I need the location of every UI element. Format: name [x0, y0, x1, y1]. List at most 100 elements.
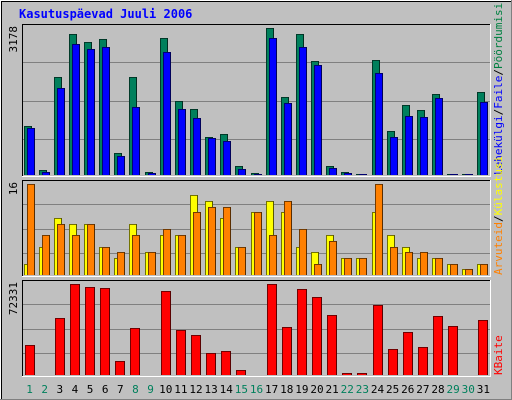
- bar: [375, 184, 383, 275]
- bar-body: [42, 172, 50, 175]
- bar-body: [191, 335, 201, 375]
- bar: [342, 373, 352, 375]
- bar-body: [329, 168, 337, 175]
- series-Faile: [27, 38, 488, 175]
- bar: [100, 288, 110, 375]
- x-tick-label-5: 5: [87, 383, 94, 396]
- bar-body: [465, 269, 473, 275]
- bar-body: [238, 169, 246, 175]
- bar-body: [117, 252, 125, 275]
- x-tick-label-16: 16: [250, 383, 263, 396]
- bar: [115, 361, 125, 375]
- bar: [85, 287, 95, 375]
- bar-body: [284, 201, 292, 275]
- x-axis-labels: 1 2 3 4 5 6 7 8 9 10 11 12 13 14 15 16 17 18 19 20 21 22 23 24 2…: [26, 383, 490, 396]
- bar: [329, 168, 337, 175]
- bar: [299, 229, 307, 275]
- bar: [448, 326, 458, 375]
- bar-body: [85, 287, 95, 375]
- legend-kbytes: KBaite: [492, 335, 505, 375]
- bar-body: [223, 141, 231, 175]
- x-tick-label-10: 10: [159, 383, 172, 396]
- bar-body: [433, 316, 443, 375]
- bar-body: [161, 291, 171, 375]
- bar: [72, 44, 80, 175]
- bar-body: [102, 47, 110, 175]
- bar-body: [359, 258, 367, 275]
- bar-body: [314, 65, 322, 175]
- x-tick-label-9: 9: [147, 383, 154, 396]
- bar: [238, 247, 246, 275]
- bar-body: [299, 229, 307, 275]
- bar-body: [269, 38, 277, 175]
- chart-panels: [22, 24, 491, 377]
- bar: [87, 49, 95, 175]
- x-tick-label-30: 30: [462, 383, 475, 396]
- x-tick-label-23: 23: [356, 383, 369, 396]
- bar: [282, 327, 292, 375]
- bar: [223, 207, 231, 275]
- bar-body: [115, 361, 125, 375]
- x-tick-label-21: 21: [326, 383, 339, 396]
- bar: [388, 349, 398, 375]
- bar: [480, 102, 488, 175]
- bar: [27, 128, 35, 175]
- bar-body: [72, 235, 80, 275]
- bar-body: [102, 247, 110, 275]
- bar-body: [480, 264, 488, 275]
- bar: [435, 258, 443, 275]
- bar: [435, 98, 443, 175]
- x-tick-label-29: 29: [447, 383, 460, 396]
- bar: [238, 169, 246, 175]
- bar: [27, 184, 35, 275]
- bar: [148, 173, 156, 175]
- bar: [359, 174, 367, 175]
- bar: [223, 141, 231, 175]
- bar-body: [405, 116, 413, 175]
- bar-body: [375, 73, 383, 175]
- bar: [130, 328, 140, 375]
- bar-body: [435, 258, 443, 275]
- bar: [221, 351, 231, 375]
- bar-body: [100, 288, 110, 375]
- bar-body: [148, 252, 156, 275]
- bar: [465, 269, 473, 275]
- bar-body: [314, 264, 322, 275]
- legend-separator: /: [492, 215, 505, 222]
- bar: [236, 370, 246, 375]
- bar: [269, 38, 277, 175]
- legends: Lehekülgi/Faile/PöördumisiArvuteid/Külas…: [492, 3, 505, 375]
- bar-body: [448, 326, 458, 375]
- bar: [102, 247, 110, 275]
- bar: [284, 201, 292, 275]
- bar: [267, 284, 277, 375]
- bar: [178, 109, 186, 175]
- bar: [450, 174, 458, 175]
- bar: [299, 47, 307, 175]
- panel-visits: [22, 180, 491, 277]
- bar-body: [72, 44, 80, 175]
- bar: [206, 353, 216, 375]
- bar-body: [163, 52, 171, 175]
- bar: [433, 316, 443, 375]
- bar-body: [208, 138, 216, 175]
- bar: [132, 107, 140, 175]
- bar-body: [27, 128, 35, 175]
- x-tick-label-13: 13: [204, 383, 217, 396]
- bar: [117, 252, 125, 275]
- bar-body: [130, 328, 140, 375]
- bar: [57, 224, 65, 275]
- bar: [450, 264, 458, 275]
- x-tick-label-25: 25: [386, 383, 399, 396]
- panel-pageviews: [22, 24, 491, 177]
- legend-visits: Arvuteid/Külastusi: [492, 156, 505, 275]
- bar: [327, 315, 337, 375]
- bar: [193, 212, 201, 275]
- x-tick-label-8: 8: [132, 383, 139, 396]
- bar: [480, 264, 488, 275]
- bar: [344, 173, 352, 175]
- bar: [478, 320, 488, 375]
- y-axis-labels: 3178 16 72331: [7, 26, 20, 315]
- bar-body: [297, 289, 307, 375]
- x-tick-label-17: 17: [265, 383, 278, 396]
